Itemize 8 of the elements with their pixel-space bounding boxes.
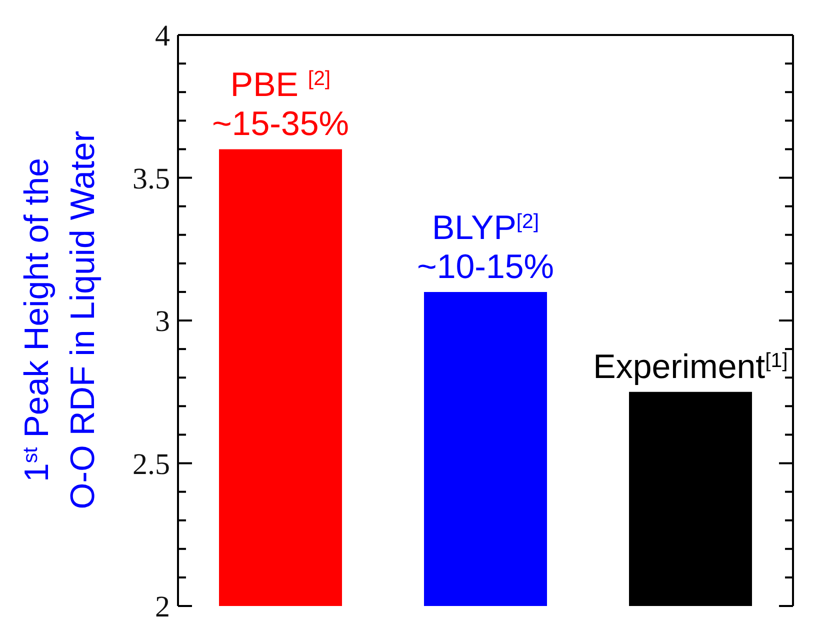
annotation: BLYP$^{[2]}$ ~10-15%	[416, 208, 554, 286]
y-tick-label: 2	[155, 590, 170, 624]
y-tick-label: 3.5	[132, 162, 170, 196]
y-tick-label: 3	[155, 305, 170, 338]
y-tick-label: 2.5	[132, 448, 170, 481]
annotation: PBE $^{[2]}$ ~15-35%	[212, 66, 350, 144]
annotation: Experiment$^{[1]}$	[593, 348, 788, 386]
y-tick-label: 4	[155, 20, 170, 52]
